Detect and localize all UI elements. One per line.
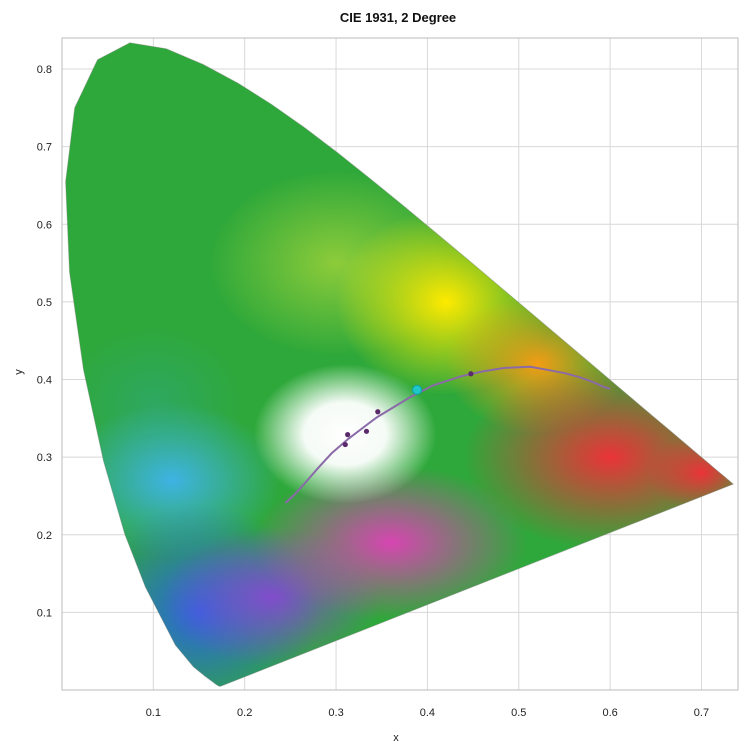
x-tick-label: 0.3 bbox=[328, 707, 343, 719]
y-tick-label: 0.3 bbox=[37, 452, 52, 464]
y-tick-label: 0.1 bbox=[37, 607, 52, 619]
spectral-locus-outline bbox=[65, 42, 735, 687]
x-tick-label: 0.2 bbox=[237, 707, 252, 719]
y-tick-label: 0.7 bbox=[37, 142, 52, 154]
data-point bbox=[345, 432, 351, 438]
plot-frame bbox=[61, 37, 739, 691]
x-tick-label: 0.7 bbox=[694, 707, 709, 719]
data-point bbox=[363, 428, 370, 434]
data-point bbox=[342, 441, 348, 448]
data-point bbox=[375, 409, 381, 415]
chart-title: CIE 1931, 2 Degree bbox=[340, 10, 456, 25]
y-tick-label: 0.5 bbox=[37, 297, 52, 309]
x-tick-label: 0.4 bbox=[420, 707, 435, 719]
y-axis-ticks: 0.1 0.2 0.3 0.4 0.5 0.6 0.7 0.8 bbox=[37, 64, 52, 619]
y-tick-label: 0.6 bbox=[37, 219, 52, 231]
x-tick-label: 0.1 bbox=[146, 707, 161, 719]
y-tick-label: 0.8 bbox=[37, 64, 52, 76]
planckian-locus-curve bbox=[284, 365, 611, 504]
x-axis-ticks: 0.1 0.2 0.3 0.4 0.5 0.6 0.7 bbox=[146, 707, 709, 719]
y-axis-label: y bbox=[13, 369, 25, 375]
y-tick-label: 0.2 bbox=[37, 530, 52, 542]
data-point bbox=[412, 384, 423, 395]
x-tick-label: 0.5 bbox=[511, 707, 526, 719]
x-axis-label: x bbox=[393, 732, 399, 744]
data-point bbox=[468, 371, 474, 377]
y-tick-label: 0.4 bbox=[37, 375, 52, 387]
x-tick-label: 0.6 bbox=[602, 707, 617, 719]
data-points bbox=[342, 371, 474, 448]
